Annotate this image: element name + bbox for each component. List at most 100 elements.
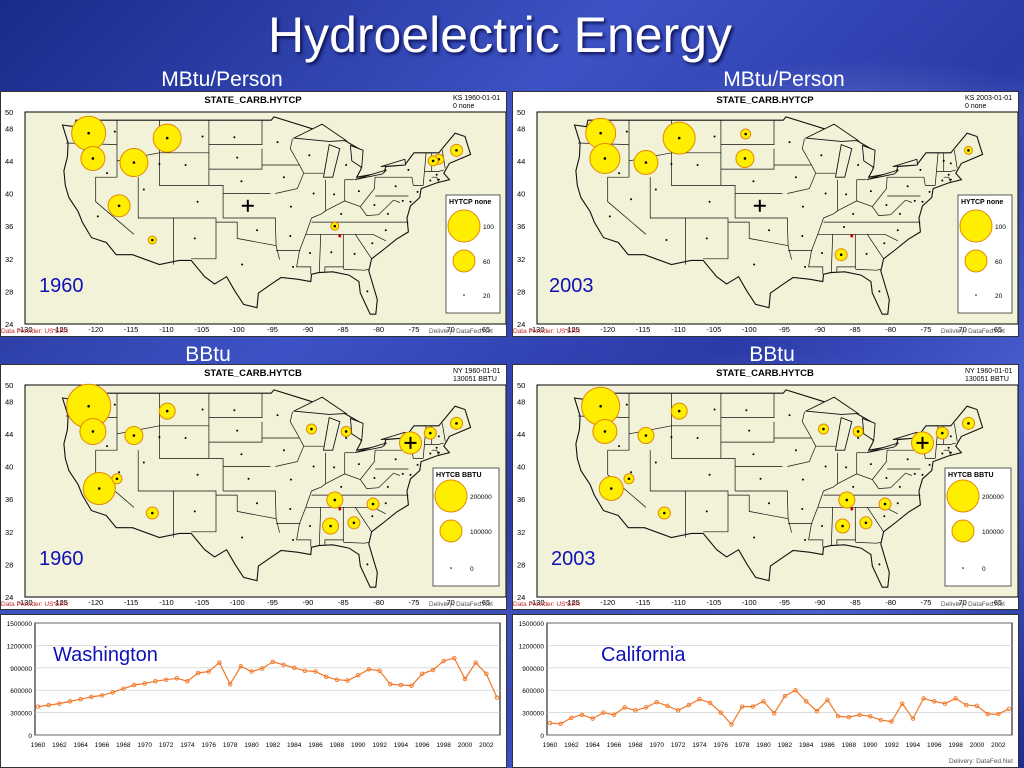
legend-value: 0 [470, 566, 474, 573]
state-centroid-dot [896, 229, 899, 232]
ts-data-point [1006, 706, 1012, 712]
state-centroid-dot [696, 164, 699, 166]
data-bubble-center [97, 487, 101, 490]
state-centroid-dot [233, 409, 236, 412]
delivery-label: Delivery: DataFed.Net [941, 328, 1005, 335]
lat-tick-label: 28 [5, 287, 13, 296]
lat-tick-label: 48 [517, 397, 525, 406]
map-chart-title: STATE_CARB.HYTCB [716, 368, 814, 379]
state-border [208, 421, 263, 443]
state-border [808, 217, 824, 275]
lat-tick-label: 50 [517, 108, 525, 117]
lon-tick-label: -95 [267, 598, 278, 607]
state-centroid-dot [292, 265, 295, 268]
state-centroid-dot [312, 465, 315, 468]
state-centroid-dot [233, 136, 236, 139]
ts-x-tick-label: 2002 [991, 742, 1006, 749]
data-provider-label: Data Provider: US EPA [1, 328, 68, 335]
state-centroid-dot [906, 185, 909, 188]
legend-value: 20 [483, 293, 491, 300]
state-centroid-dot [713, 135, 716, 138]
highlight-dot [338, 507, 342, 511]
legend-bubble [452, 249, 476, 273]
state-border [324, 507, 344, 546]
highlight-dot [850, 234, 854, 238]
state-border [431, 449, 440, 457]
state-border [342, 266, 369, 271]
ts-series-label: California [601, 644, 686, 666]
data-bubble-center [856, 430, 860, 433]
state-centroid-dot [745, 409, 748, 412]
lake-outline [354, 442, 387, 454]
state-border [720, 393, 775, 418]
lat-tick-label: 48 [517, 124, 525, 133]
state-centroid-dot [928, 190, 931, 193]
data-bubble-center [115, 477, 119, 481]
state-centroid-dot [804, 265, 807, 268]
state-centroid-dot [898, 212, 901, 215]
state-centroid-dot [753, 536, 756, 539]
state-border [808, 490, 824, 548]
lake-outline [861, 417, 876, 442]
state-border [223, 217, 276, 223]
state-centroid-dot [842, 225, 845, 228]
ts-data-point [601, 710, 606, 715]
lon-tick-label: -130 [529, 598, 544, 607]
highlight-dot [850, 507, 854, 511]
state-border [953, 423, 958, 442]
state-centroid-dot [949, 435, 952, 438]
ts-plot-area [546, 622, 1013, 736]
ts-data-point [462, 676, 468, 682]
data-bubble-center [841, 524, 844, 528]
state-centroid-dot [801, 507, 804, 510]
legend-title: HYTCP none [961, 199, 1003, 206]
lon-tick-label: -80 [373, 598, 384, 607]
state-centroid-dot [386, 212, 389, 215]
lat-tick-label: 36 [5, 495, 13, 504]
legend-title: HYTCB BBTU [948, 472, 994, 479]
ts-x-tick-label: 1966 [95, 742, 110, 749]
state-centroid-dot [878, 563, 881, 566]
state-centroid-dot [416, 190, 419, 193]
map-panel-hytcp-1960: STATE_CARB.HYTCP KS 1960-01-01 0 none 50 48 4… [0, 91, 507, 337]
state-centroid-dot [309, 252, 312, 255]
ts-x-tick-label: 1960 [31, 742, 46, 749]
ts-data-point [803, 699, 809, 704]
data-bubble-center [644, 434, 648, 437]
lon-tick-label: -105 [706, 598, 721, 607]
state-centroid-dot [309, 525, 312, 528]
map-corner-line1: KS 2003-01-01 [965, 95, 1012, 102]
ts-data-point [964, 702, 969, 708]
data-bubble-center [603, 157, 607, 160]
ts-x-tick-label: 1982 [778, 742, 793, 749]
state-centroid-dot [201, 408, 204, 411]
state-border [173, 490, 217, 533]
state-centroid-dot [768, 229, 771, 232]
lon-tick-label: -120 [600, 325, 615, 334]
state-centroid-dot [106, 172, 109, 175]
state-centroid-dot [618, 445, 621, 448]
data-bubble-center [599, 131, 602, 135]
state-border [137, 177, 174, 265]
state-centroid-dot [184, 437, 187, 439]
timeseries-panel-california: 0 300000 600000 900000 1200000 1500000 1960 196… [512, 614, 1019, 768]
ts-data-point [313, 669, 318, 674]
map-chart-title: STATE_CARB.HYTCP [716, 95, 814, 106]
state-centroid-dot [713, 408, 716, 411]
state-border [137, 450, 174, 538]
state-border [854, 266, 881, 271]
lake-outline [292, 396, 348, 415]
delivery-label: Delivery: DataFed.Net [941, 601, 1005, 608]
state-centroid-dot [409, 473, 412, 476]
lat-tick-label: 40 [517, 463, 525, 472]
state-border [830, 507, 834, 546]
panel-heading-mid-right: BBtu [749, 343, 795, 366]
lat-tick-label: 32 [517, 528, 525, 537]
state-border [355, 507, 372, 532]
lat-tick-label: 28 [517, 287, 525, 296]
year-label: 2003 [549, 275, 594, 297]
state-centroid-dot [824, 192, 827, 195]
lon-tick-label: -90 [303, 598, 314, 607]
state-centroid-dot [142, 461, 145, 464]
lake-outline [349, 417, 364, 442]
